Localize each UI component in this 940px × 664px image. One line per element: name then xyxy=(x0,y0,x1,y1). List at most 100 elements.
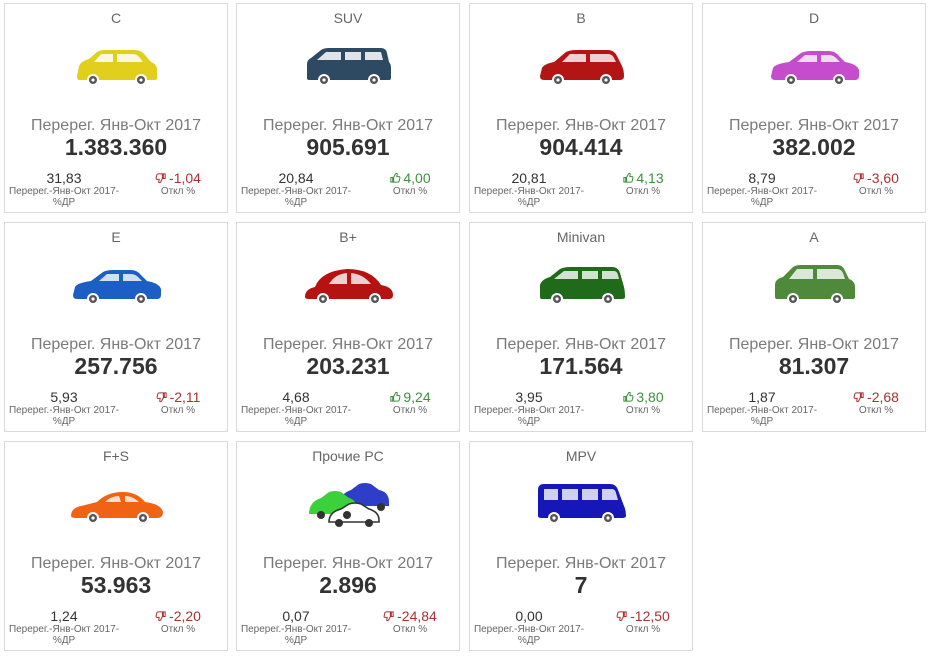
kpi-card[interactable]: D Перерег. Янв-Окт 2017 382.002 8,79 Пер… xyxy=(702,3,926,213)
thumbs-down-icon xyxy=(155,610,167,622)
segment-title: SUV xyxy=(333,10,363,26)
deviation-block: -12,50 Откл % xyxy=(598,609,688,635)
segment-title: F+S xyxy=(102,448,130,464)
thumbs-up-icon xyxy=(389,172,401,184)
deviation-label: Откл % xyxy=(160,405,196,416)
segment-title: A xyxy=(809,229,819,245)
kpi-card[interactable]: SUV Перерег. Янв-Окт 2017 905.691 20,84 … xyxy=(236,3,460,213)
segment-title: D xyxy=(808,10,820,26)
deviation-label: Откл % xyxy=(625,405,661,416)
deviation-label: Откл % xyxy=(858,405,894,416)
deviation-value-row: -2,68 xyxy=(831,390,921,405)
thumbs-up-icon xyxy=(389,391,401,403)
kpi-label: Перерег. Янв-Окт 2017 xyxy=(263,117,433,134)
deviation-value-row: -2,11 xyxy=(133,390,223,405)
deviation-label: Откл % xyxy=(625,186,661,197)
deviation-block: 3,80 Откл % xyxy=(598,390,688,416)
kpi-card[interactable]: Прочие PC Перерег. Янв-Окт 2017 2.896 0,… xyxy=(236,441,460,651)
segment-title: Minivan xyxy=(556,229,606,245)
share-label: Перерег.-Янв-Окт 2017-%ДР xyxy=(473,186,585,208)
sedan-icon xyxy=(67,257,167,317)
kpi-card[interactable]: E Перерег. Янв-Окт 2017 257.756 5,93 Пер… xyxy=(4,222,228,432)
deviation-value: -3,60 xyxy=(867,170,899,186)
deviation-label: Откл % xyxy=(625,624,661,635)
kpi-value: 904.414 xyxy=(539,134,623,160)
deviation-value-row: 4,00 xyxy=(365,171,455,186)
small-car-icon xyxy=(765,257,865,317)
share-block: 0,07 Перерег.-Янв-Окт 2017-%ДР xyxy=(237,608,355,647)
deviation-value: -2,68 xyxy=(867,389,899,405)
deviation-value-row: 9,24 xyxy=(365,390,455,405)
deviation-value: 4,00 xyxy=(403,170,431,186)
share-label: Перерег.-Янв-Окт 2017-%ДР xyxy=(8,186,120,208)
thumbs-down-icon xyxy=(853,391,865,403)
share-value: 0,07 xyxy=(282,608,310,624)
share-value: 5,93 xyxy=(50,389,78,405)
kpi-value: 257.756 xyxy=(74,353,158,379)
kpi-label: Перерег. Янв-Окт 2017 xyxy=(729,117,899,134)
deviation-value: -2,11 xyxy=(169,389,201,405)
deviation-value-row: 3,80 xyxy=(598,390,688,405)
thumbs-down-icon xyxy=(853,172,865,184)
deviation-value: 3,80 xyxy=(636,389,664,405)
thumbs-down-icon xyxy=(156,391,168,403)
kpi-label: Перерег. Янв-Окт 2017 xyxy=(729,336,899,353)
kpi-card[interactable]: Minivan Перерег. Янв-Окт 2017 171.564 3,… xyxy=(469,222,693,432)
kpi-card[interactable]: B+ Перерег. Янв-Окт 2017 203.231 4,68 Пе… xyxy=(236,222,460,432)
deviation-block: -2,68 Откл % xyxy=(831,390,921,416)
kpi-card[interactable]: C Перерег. Янв-Окт 2017 1.383.360 31,83 … xyxy=(4,3,228,213)
kpi-value: 382.002 xyxy=(772,134,856,160)
deviation-value: -12,50 xyxy=(630,608,670,624)
share-label: Перерег.-Янв-Окт 2017-%ДР xyxy=(8,624,120,646)
suv-icon xyxy=(299,38,399,98)
share-label: Перерег.-Янв-Окт 2017-%ДР xyxy=(473,405,585,427)
share-block: 3,95 Перерег.-Янв-Окт 2017-%ДР xyxy=(470,390,588,428)
thumbs-down-icon xyxy=(616,610,628,622)
multi-car-icon xyxy=(299,476,399,536)
share-value: 20,84 xyxy=(278,170,314,186)
kpi-card[interactable]: A Перерег. Янв-Окт 2017 81.307 1,87 Пере… xyxy=(702,222,926,432)
kpi-card[interactable]: MPV Перерег. Янв-Окт 2017 7 0,00 Перерег… xyxy=(469,441,693,651)
kpi-label: Перерег. Янв-Окт 2017 xyxy=(31,336,201,353)
kpi-card[interactable]: B Перерег. Янв-Окт 2017 904.414 20,81 Пе… xyxy=(469,3,693,213)
segment-title: B+ xyxy=(339,229,357,245)
deviation-value: 4,13 xyxy=(636,170,664,186)
share-value: 1,24 xyxy=(50,608,78,624)
share-block: 1,24 Перерег.-Янв-Окт 2017-%ДР xyxy=(5,608,123,647)
kpi-grid: C Перерег. Янв-Окт 2017 1.383.360 31,83 … xyxy=(4,3,934,661)
beetle-icon xyxy=(299,257,399,317)
van-icon xyxy=(532,476,632,536)
kpi-label: Перерег. Янв-Окт 2017 xyxy=(31,117,201,134)
segment-title: B xyxy=(576,10,586,26)
share-block: 20,84 Перерег.-Янв-Окт 2017-%ДР xyxy=(237,170,355,209)
share-value: 0,00 xyxy=(515,608,543,624)
share-block: 20,81 Перерег.-Янв-Окт 2017-%ДР xyxy=(470,170,588,209)
share-label: Перерег.-Янв-Окт 2017-%ДР xyxy=(706,186,818,208)
kpi-value: 203.231 xyxy=(306,353,390,379)
deviation-block: 4,00 Откл % xyxy=(365,171,455,197)
deviation-block: 9,24 Откл % xyxy=(365,390,455,416)
deviation-block: 4,13 Откл % xyxy=(598,171,688,197)
share-value: 20,81 xyxy=(511,170,547,186)
kpi-label: Перерег. Янв-Окт 2017 xyxy=(263,336,433,353)
deviation-value-row: -1,04 xyxy=(133,171,223,186)
share-label: Перерег.-Янв-Окт 2017-%ДР xyxy=(240,624,352,646)
segment-title: MPV xyxy=(565,448,597,464)
kpi-label: Перерег. Янв-Окт 2017 xyxy=(263,555,433,572)
share-label: Перерег.-Янв-Окт 2017-%ДР xyxy=(706,405,818,427)
deviation-value-row: -2,20 xyxy=(133,609,223,624)
segment-title: E xyxy=(111,229,121,245)
kpi-value: 2.896 xyxy=(319,572,377,598)
deviation-label: Откл % xyxy=(392,624,428,635)
kpi-value: 1.383.360 xyxy=(64,134,168,160)
deviation-value-row: -3,60 xyxy=(831,171,921,186)
kpi-label: Перерег. Янв-Окт 2017 xyxy=(496,336,666,353)
deviation-value-row: -12,50 xyxy=(598,609,688,624)
share-label: Перерег.-Янв-Окт 2017-%ДР xyxy=(473,624,585,646)
share-value: 31,83 xyxy=(46,170,82,186)
kpi-card[interactable]: F+S Перерег. Янв-Окт 2017 53.963 1,24 Пе… xyxy=(4,441,228,651)
sedan-icon xyxy=(765,38,865,98)
kpi-value: 7 xyxy=(574,572,588,598)
share-block: 5,93 Перерег.-Янв-Окт 2017-%ДР xyxy=(5,389,123,428)
segment-title: Прочие PC xyxy=(312,448,384,464)
